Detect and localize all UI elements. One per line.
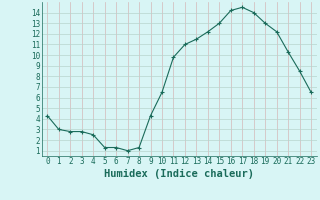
X-axis label: Humidex (Indice chaleur): Humidex (Indice chaleur) [104,169,254,179]
